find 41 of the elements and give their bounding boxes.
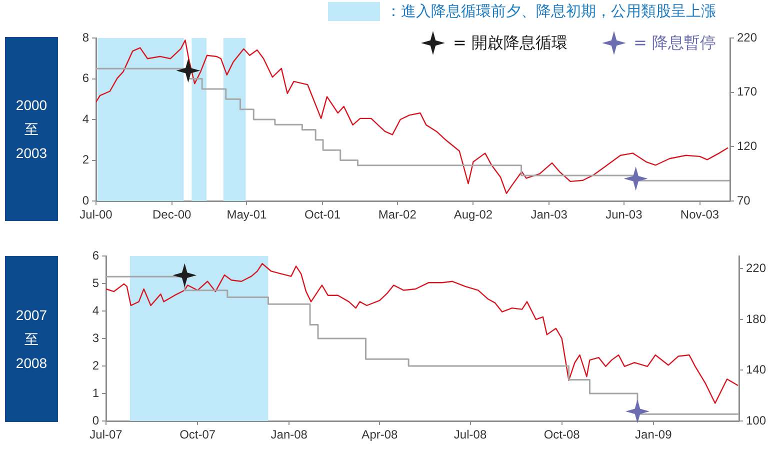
y2-tick-label: 220 [737, 30, 758, 44]
x-tick-label: Jul-08 [454, 428, 487, 442]
y-tick-label: 1 [92, 386, 100, 400]
x-tick-label: Jan-03 [530, 208, 568, 222]
x-tick-label: Mar-02 [378, 208, 417, 222]
y2-tick-label: 140 [746, 362, 766, 377]
y2-tick-label: 120 [737, 138, 758, 153]
y-tick-label: 0 [92, 413, 100, 428]
y-tick-label: 5 [92, 276, 100, 290]
y-tick-label: 8 [82, 30, 90, 44]
y2-tick-label: 70 [737, 193, 751, 208]
text: 2000 至 2003 [16, 96, 48, 163]
y2-tick-label: 170 [737, 84, 758, 99]
x-tick-label: Jan-09 [635, 428, 672, 442]
x-tick-label: Oct-01 [304, 208, 341, 222]
x-tick-label: Apr-08 [362, 428, 398, 442]
legend-label: ：進入降息循環前夕、降息初期，公用類股呈上漲 [386, 2, 716, 21]
x-tick-label: Jun-03 [606, 208, 643, 222]
x-tick-label: Dec-00 [152, 208, 192, 222]
x-tick-label: Nov-03 [680, 208, 720, 222]
x-tick-label: Aug-02 [454, 208, 493, 222]
x-tick-label: Jan-08 [270, 428, 308, 442]
y2-tick-label: 100 [746, 413, 766, 428]
text: 2007 至 2008 [16, 306, 48, 373]
x-tick-label: Jul-00 [80, 208, 113, 222]
y-tick-label: 6 [82, 71, 90, 86]
x-tick-label: Oct-08 [544, 428, 580, 442]
y-tick-label: 4 [92, 303, 100, 318]
y-tick-label: 6 [92, 248, 100, 262]
legend-label: = 開啟降息循環 [453, 32, 568, 54]
y-tick-label: 3 [92, 330, 100, 345]
y2-tick-label: 180 [746, 312, 766, 326]
y-tick-label: 2 [82, 152, 90, 167]
y-tick-label: 0 [82, 193, 90, 208]
y-tick-label: 4 [82, 112, 90, 126]
y-tick-label: 2 [92, 358, 100, 372]
x-tick-label: May-01 [226, 208, 268, 222]
y2-tick-label: 220 [746, 261, 766, 276]
x-tick-label: Jul-07 [90, 428, 123, 442]
x-tick-label: Oct-07 [180, 428, 216, 442]
legend-label: = 降息暫停 [634, 32, 716, 54]
